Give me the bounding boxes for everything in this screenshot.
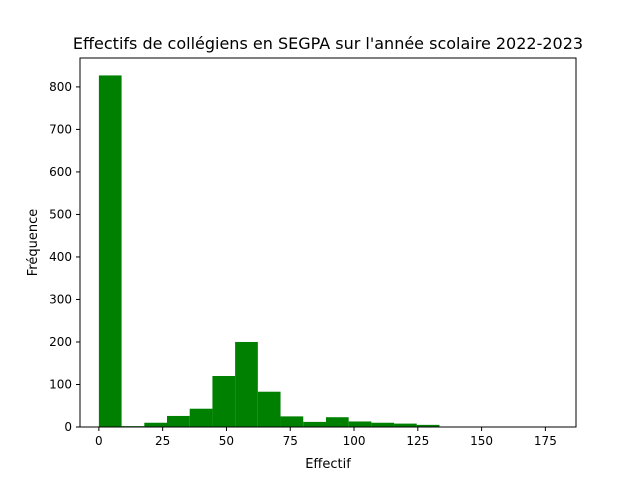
histogram-bar <box>325 417 349 427</box>
histogram-bar <box>98 75 122 428</box>
y-tick-label: 400 <box>49 250 72 264</box>
y-axis-label: Fréquence <box>26 209 41 276</box>
y-tick-label: 800 <box>49 80 72 94</box>
histogram-bar <box>280 416 304 427</box>
x-tick-label: 75 <box>283 434 298 448</box>
y-tick-label: 700 <box>49 122 72 136</box>
histogram-bar <box>303 421 326 427</box>
histogram-bar <box>394 423 417 427</box>
histogram-bar <box>416 424 440 427</box>
y-tick-label: 0 <box>64 420 72 434</box>
y-tick-label: 500 <box>49 207 72 221</box>
y-tick-label: 600 <box>49 165 72 179</box>
x-axis-label: Effectif <box>305 457 351 472</box>
x-tick-label: 100 <box>343 434 366 448</box>
plot-frame <box>79 57 577 428</box>
x-tick-label: 25 <box>155 434 170 448</box>
bars <box>98 75 554 428</box>
histogram-bar <box>167 415 190 427</box>
x-tick-label: 175 <box>534 434 557 448</box>
x-tick-label: 125 <box>406 434 429 448</box>
y-tick-label: 200 <box>49 335 72 349</box>
histogram-bar <box>257 391 281 427</box>
histogram-bar <box>348 421 372 427</box>
x-axis: 0 25 50 75 100 125 150 175 <box>95 427 557 448</box>
histogram-bar <box>144 422 168 427</box>
y-axis: 0 100 200 300 400 500 600 700 800 <box>49 80 80 434</box>
chart-title: Effectifs de collégiens en SEGPA sur l'a… <box>73 34 583 53</box>
y-tick-label: 100 <box>49 377 72 391</box>
x-tick-label: 150 <box>470 434 493 448</box>
histogram-bar <box>371 422 395 427</box>
histogram-bar <box>212 375 236 427</box>
x-tick-label: 50 <box>219 434 234 448</box>
histogram-bar <box>189 408 213 427</box>
y-tick-label: 300 <box>49 292 72 306</box>
histogram-bar <box>235 341 258 427</box>
x-tick-label: 0 <box>95 434 103 448</box>
